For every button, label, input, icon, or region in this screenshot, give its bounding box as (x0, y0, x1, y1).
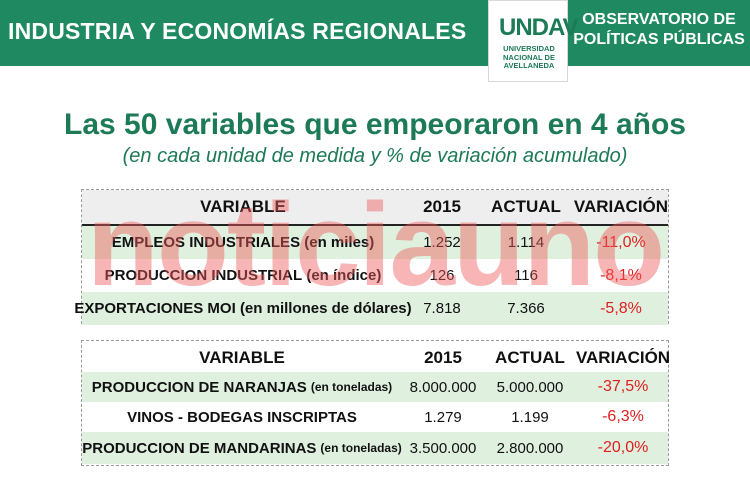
header-left: INDUSTRIA Y ECONOMÍAS REGIONALES (0, 0, 466, 66)
undav-logo: UNDAV UNIVERSIDAD NACIONAL DE AVELLANEDA (488, 0, 579, 82)
variable-unit: (en toneladas) (310, 380, 393, 394)
column-header-variacion: VARIACIÓN (575, 348, 671, 367)
variable-cell: EMPLEOS INDUSTRIALES (en miles) (82, 226, 404, 259)
variable-name: EXPORTACIONES MOI (74, 300, 236, 317)
variable-name: PRODUCCION DE MANDARINAS (82, 439, 317, 457)
value-actual: 7.366 (507, 300, 545, 317)
variable-cell: PRODUCCION DE NARANJAS (en toneladas) (82, 372, 402, 402)
header-bar: INDUSTRIA Y ECONOMÍAS REGIONALES (0, 0, 750, 66)
column-header-actual: ACTUAL (495, 348, 565, 367)
variable-cell: PRODUCCION DE MANDARINAS (en toneladas) (82, 432, 402, 464)
header-title: INDUSTRIA Y ECONOMÍAS REGIONALES (8, 18, 467, 44)
column-header-2015: 2015 (423, 197, 461, 216)
column-header-2015: 2015 (424, 348, 462, 367)
variable-name: PRODUCCION INDUSTRIAL (104, 267, 303, 284)
variable-cell: VINOS - BODEGAS INSCRIPTAS (82, 402, 402, 432)
table-header-row: VARIABLE 2015 ACTUAL VARIACIÓN (82, 190, 669, 226)
page-title: Las 50 variables que empeoraron en 4 año… (64, 108, 686, 141)
value-variacion: -37,5% (597, 378, 649, 395)
variable-unit: (en índice) (306, 267, 382, 284)
value-variacion: -6,3% (602, 408, 644, 425)
variable-name: EMPLEOS INDUSTRIALES (111, 234, 301, 251)
logo-mark: UNDAV (499, 14, 579, 41)
table-row: PRODUCCION DE NARANJAS (en toneladas) 8.0… (82, 372, 668, 402)
column-header-variable: VARIABLE (199, 348, 285, 367)
variable-unit: (en toneladas) (320, 441, 402, 455)
value-2015: 8.000.000 (409, 378, 477, 396)
table-row: PRODUCCION INDUSTRIAL (en índice) 126 11… (82, 259, 668, 292)
value-2015: 7.818 (423, 300, 461, 317)
value-2015: 1.252 (423, 234, 461, 251)
value-actual: 116 (514, 267, 538, 284)
value-variacion: -11,0% (596, 233, 646, 251)
value-actual: 1.199 (511, 408, 549, 426)
table-header-row: VARIABLE 2015 ACTUAL VARIACIÓN (82, 341, 671, 377)
value-2015: 126 (429, 267, 455, 284)
value-2015: 3.500.000 (409, 439, 477, 457)
value-actual: 2.800.000 (496, 439, 564, 457)
value-variacion: -5,8% (600, 299, 642, 317)
column-header-actual: ACTUAL (491, 197, 561, 216)
value-variacion: -20,0% (597, 439, 649, 456)
value-actual: 5.000.000 (496, 378, 564, 396)
table-economias-regionales: VARIABLE 2015 ACTUAL VARIACIÓN PRODUCCIO… (81, 340, 671, 466)
value-2015: 1.279 (424, 408, 462, 426)
column-header-variacion: VARIACIÓN (573, 197, 669, 216)
value-actual: 1.114 (507, 234, 545, 251)
variable-cell: EXPORTACIONES MOI (en millones de dólare… (74, 292, 411, 325)
table-row: EMPLEOS INDUSTRIALES (en miles) 1.252 1.… (82, 226, 668, 259)
table-row: VINOS - BODEGAS INSCRIPTAS 1.279 1.199 -… (82, 402, 668, 432)
value-variacion: -8,1% (600, 266, 642, 284)
table-row: PRODUCCION DE MANDARINAS (en toneladas) 3… (82, 432, 668, 464)
variable-unit: (en miles) (304, 234, 375, 251)
page-subtitle: (en cada unidad de medida y % de variaci… (122, 145, 628, 167)
variable-unit: (en millones de dólares) (239, 300, 412, 317)
variable-cell: PRODUCCION INDUSTRIAL (en índice) (82, 259, 404, 292)
variable-name: VINOS - BODEGAS INSCRIPTAS (127, 408, 357, 426)
column-header-variable: VARIABLE (200, 197, 286, 216)
logo-text: UNIVERSIDAD NACIONAL DE AVELLANEDA (503, 44, 555, 70)
table-industria: VARIABLE 2015 ACTUAL VARIACIÓN EMPLEOS I… (74, 189, 669, 325)
table-row: EXPORTACIONES MOI (en millones de dólare… (74, 292, 668, 325)
variable-name: PRODUCCION DE NARANJAS (91, 378, 307, 396)
observatory-title: OBSERVATORIO DE POLÍTICAS PÚBLICAS (573, 11, 745, 48)
